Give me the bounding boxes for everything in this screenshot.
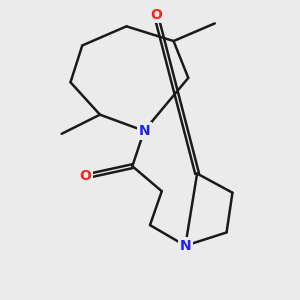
Text: N: N bbox=[179, 239, 191, 253]
Text: O: O bbox=[79, 169, 91, 184]
Text: O: O bbox=[150, 8, 162, 22]
Text: N: N bbox=[138, 124, 150, 138]
